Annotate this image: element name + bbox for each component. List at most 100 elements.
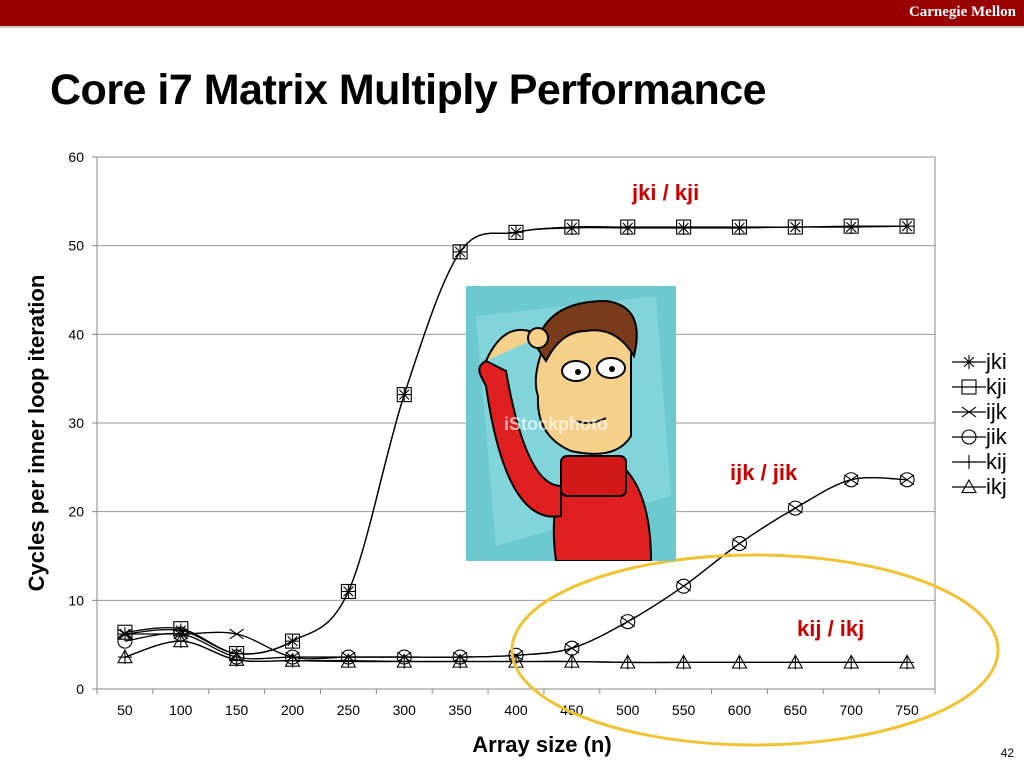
watermark-text: iStockphoto	[504, 414, 608, 434]
highlight-ellipse	[510, 553, 1000, 747]
data-point-jik	[117, 633, 133, 649]
data-point-jik	[899, 472, 915, 488]
x-tick-label: 200	[281, 702, 305, 718]
data-point-ikj	[452, 653, 469, 668]
legend-symbol	[961, 406, 977, 418]
y-tick-label: 50	[68, 238, 84, 254]
legend-item-kji: kji	[948, 374, 1018, 399]
data-point-kji	[843, 218, 859, 234]
data-point-kji	[340, 583, 356, 600]
brand-label: Carnegie Mellon	[908, 4, 1016, 20]
data-point-kji	[676, 219, 692, 235]
series-layer	[116, 218, 916, 670]
series-ikj	[116, 632, 916, 669]
legend-item-jik: jik	[948, 424, 1018, 449]
chart-legend: jki kji ijk jik kij ikj	[948, 349, 1018, 499]
data-point-ikj	[675, 654, 692, 669]
data-point-jik	[676, 578, 692, 594]
series-kji	[117, 218, 915, 662]
legend-symbol	[962, 355, 976, 369]
data-point-kji	[620, 219, 636, 235]
legend-label: ijk	[986, 399, 1007, 424]
x-axis-label: Array size (n)	[472, 732, 611, 757]
x-tick-label: 50	[117, 702, 133, 718]
series-line-jik	[124, 477, 908, 660]
series-line-kji	[124, 225, 908, 655]
confused-man-illustration: iStockphoto	[466, 286, 676, 561]
legend-symbol	[962, 455, 976, 469]
data-point-kij	[341, 653, 356, 668]
x-tick-label: 400	[504, 702, 528, 718]
annotation-jki-kji: jki / kji	[632, 180, 700, 205]
annotation-ijk-jik: ijk / jik	[730, 460, 798, 485]
data-point-ikj	[619, 654, 636, 669]
legend-marker	[952, 429, 986, 445]
x-tick-label: 250	[337, 702, 361, 718]
x-tick-label: 750	[895, 702, 919, 718]
x-tick-label: 300	[393, 702, 417, 718]
legend-marker	[952, 478, 986, 494]
legend-marker	[952, 379, 986, 395]
data-point-jki	[620, 220, 635, 235]
data-point-ikj	[172, 632, 189, 648]
legend-marker	[952, 406, 986, 418]
data-point-jik	[620, 614, 636, 630]
y-axis-label: Cycles per inner loop iteration	[24, 275, 49, 592]
data-point-jik	[843, 472, 859, 488]
x-tick-label: 600	[728, 702, 752, 718]
data-point-kji	[396, 387, 412, 403]
annotation-kij-ikj: kij / ikj	[797, 616, 865, 641]
data-point-ikj	[396, 653, 413, 668]
legend-label: jik	[986, 424, 1007, 449]
x-tick-label: 500	[616, 702, 640, 718]
legend-label: jki	[986, 349, 1007, 374]
legend-marker	[952, 355, 986, 369]
header-divider	[0, 26, 1024, 28]
x-tick-label: 650	[784, 702, 808, 718]
y-axis: 0 10 20 30 40 50 60	[68, 149, 97, 697]
legend-label: kij	[986, 449, 1007, 474]
legend-symbol	[961, 478, 977, 494]
data-point-jki	[732, 220, 747, 235]
data-point-ikj	[843, 654, 860, 669]
data-point-jik	[731, 536, 748, 552]
x-tick-label: 700	[840, 702, 864, 718]
y-tick-label: 20	[68, 504, 84, 520]
legend-item-ikj: ikj	[948, 474, 1018, 499]
data-point-ikj	[899, 654, 916, 669]
legend-item-jki: jki	[948, 349, 1018, 374]
data-point-jki	[676, 220, 691, 235]
x-tick-label: 100	[169, 702, 193, 718]
data-point-ijk	[229, 628, 244, 640]
legend-label: kji	[986, 374, 1007, 399]
data-point-jki	[564, 220, 579, 235]
y-tick-label: 60	[68, 149, 84, 165]
slide-title: Core i7 Matrix Multiply Performance	[50, 66, 767, 114]
legend-item-kij: kij	[948, 449, 1018, 474]
x-tick-label: 350	[448, 702, 472, 718]
data-point-jik	[787, 500, 803, 516]
data-point-kji	[452, 244, 468, 260]
data-point-ikj	[284, 652, 301, 667]
data-point-ikj	[340, 653, 357, 668]
data-point-kji	[787, 219, 803, 235]
y-tick-label: 30	[68, 415, 84, 431]
legend-marker	[952, 455, 986, 469]
data-point-kji	[899, 218, 915, 234]
data-point-kji	[564, 219, 580, 235]
data-point-kji	[508, 224, 524, 240]
data-point-kji	[117, 624, 133, 640]
series-line-ikj	[124, 640, 908, 664]
x-tick-label: 550	[672, 702, 696, 718]
legend-item-ijk: ijk	[948, 399, 1018, 424]
y-tick-label: 10	[68, 592, 84, 608]
data-point-jki	[844, 220, 859, 235]
legend-symbol	[961, 379, 977, 395]
data-point-ikj	[563, 653, 580, 668]
data-point-ikj	[228, 651, 245, 666]
y-tick-label: 40	[68, 326, 84, 342]
legend-symbol	[961, 429, 977, 445]
data-point-kji	[284, 633, 301, 649]
data-point-ikj	[787, 654, 804, 669]
